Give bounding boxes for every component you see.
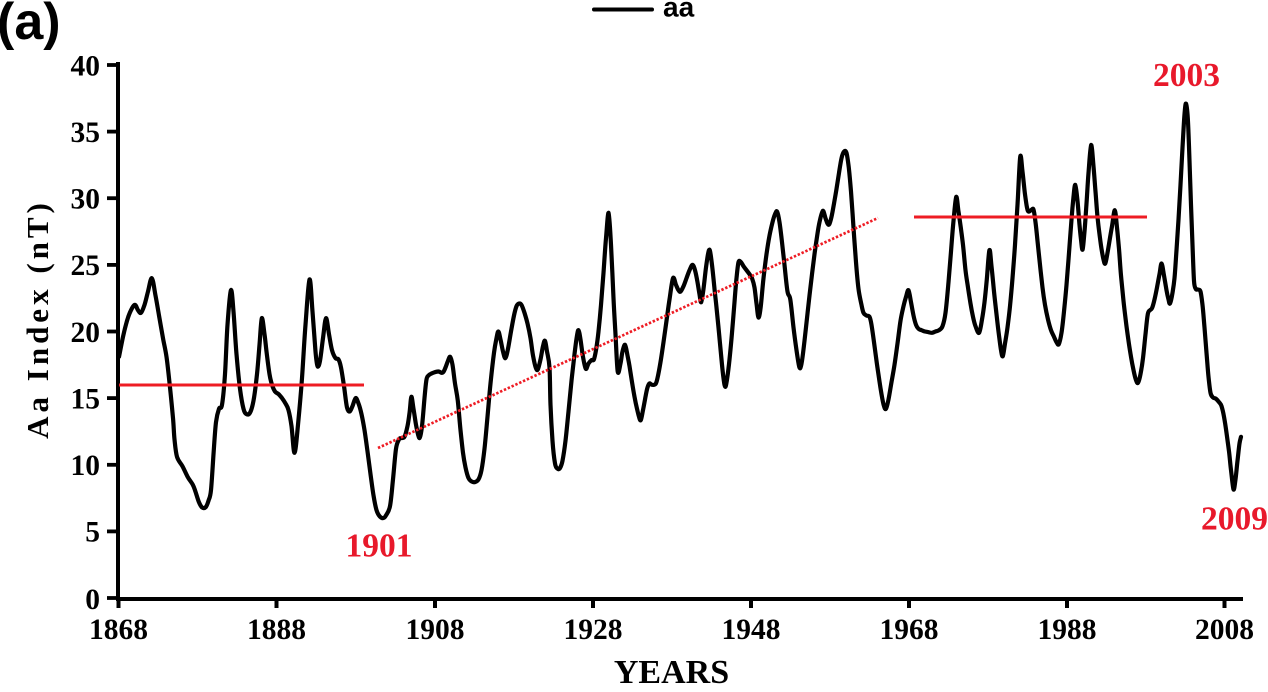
svg-text:1868: 1868 [89,614,148,646]
svg-text:35: 35 [71,117,101,149]
svg-text:10: 10 [71,450,101,482]
svg-text:1908: 1908 [406,614,465,646]
svg-text:1901: 1901 [346,528,413,565]
svg-text:2008: 2008 [1195,614,1254,646]
svg-text:(a): (a) [0,0,61,51]
svg-text:YEARS: YEARS [614,654,729,691]
svg-text:2003: 2003 [1153,57,1220,94]
svg-text:1948: 1948 [722,614,781,646]
svg-text:0: 0 [85,584,100,616]
svg-text:25: 25 [71,250,101,282]
svg-text:aa: aa [663,0,695,23]
svg-text:1928: 1928 [564,614,623,646]
svg-text:40: 40 [71,50,101,82]
svg-text:1968: 1968 [880,614,939,646]
svg-text:1888: 1888 [247,614,306,646]
svg-text:1988: 1988 [1038,614,1097,646]
svg-text:2009: 2009 [1201,501,1268,538]
svg-text:30: 30 [71,184,101,216]
svg-text:Aa Index (nT): Aa Index (nT) [20,199,55,439]
svg-text:15: 15 [71,383,101,415]
svg-text:20: 20 [71,317,101,349]
svg-text:5: 5 [85,517,100,549]
